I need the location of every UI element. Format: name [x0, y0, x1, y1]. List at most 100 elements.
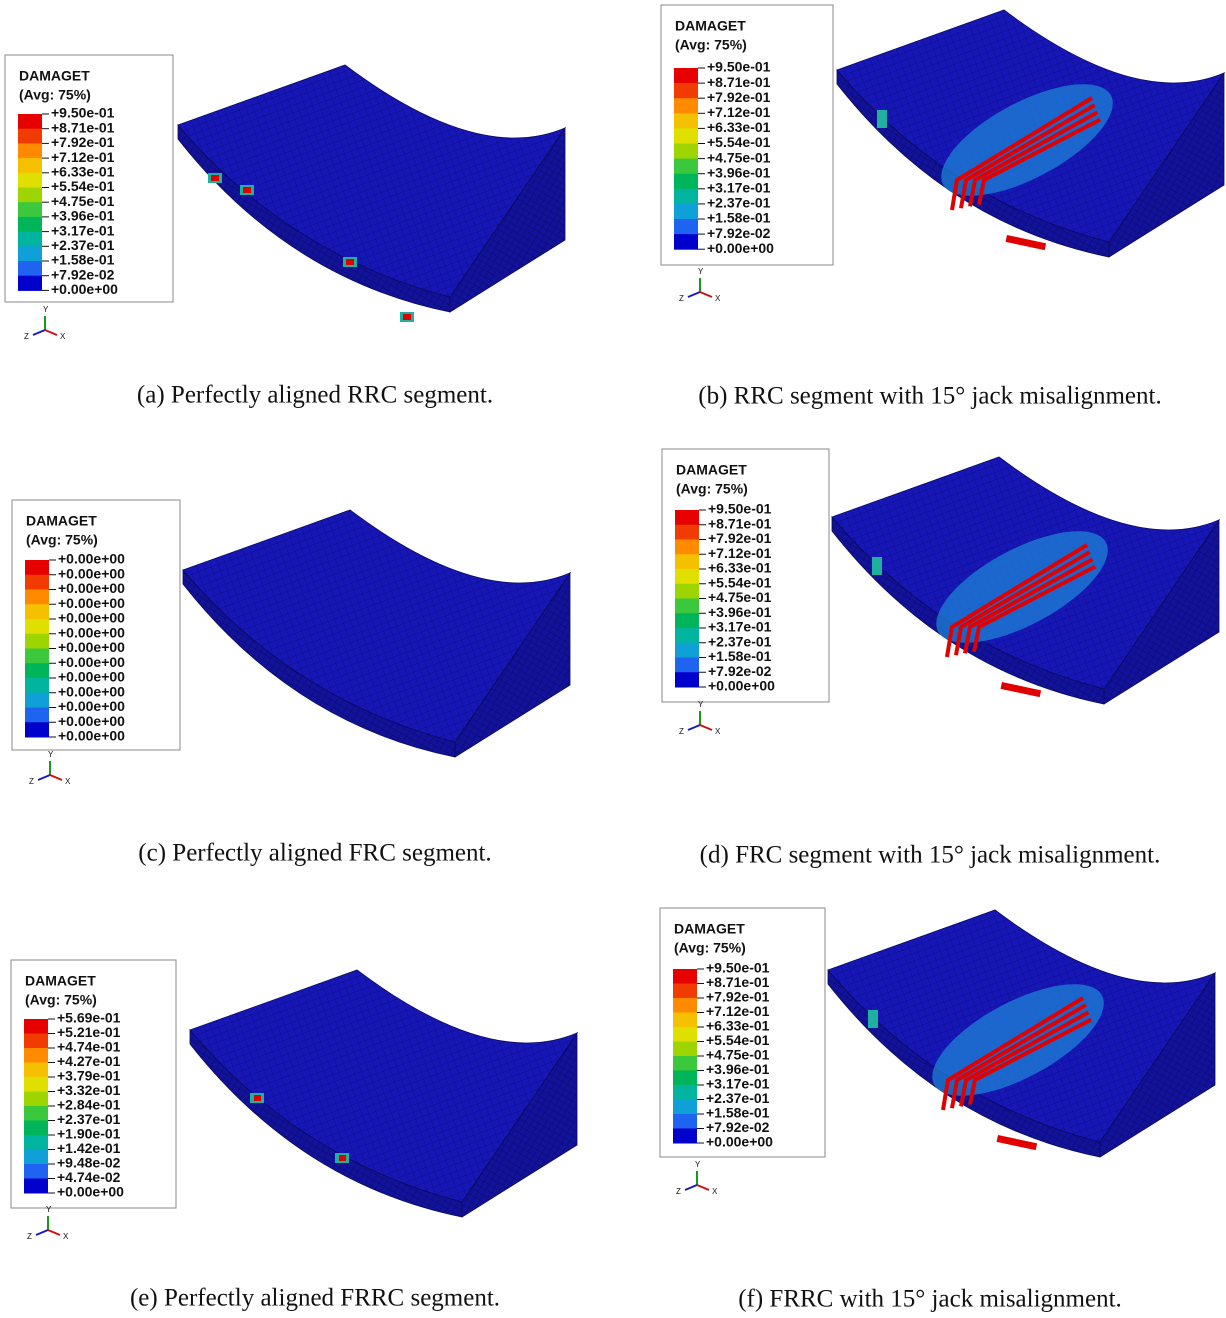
legend-swatch — [674, 234, 698, 250]
axis-z — [33, 330, 45, 335]
triad-label: Z — [679, 727, 684, 736]
caption: (f) FRRC with 15° jack misalignment. — [738, 1286, 1122, 1313]
legend-swatch — [674, 113, 698, 129]
legend-label: +5.54e-01 — [708, 574, 772, 590]
triad-label: Y — [48, 750, 54, 759]
legend-swatch — [18, 246, 42, 261]
legend-label: +7.92e-01 — [708, 530, 772, 546]
legend-label: +7.12e-01 — [51, 149, 115, 165]
legend-swatch — [674, 98, 698, 114]
legend-label: +8.71e-01 — [707, 74, 771, 90]
legend-swatch — [675, 554, 699, 569]
legend-label: +8.71e-01 — [51, 119, 115, 135]
legend-swatch — [24, 1034, 48, 1049]
triad-label: Z — [29, 777, 34, 786]
legend-swatch — [18, 143, 42, 158]
legend-swatch — [24, 1077, 48, 1092]
legend-label: +0.00e+00 — [58, 624, 125, 640]
legend-swatch — [18, 261, 42, 276]
damage — [346, 259, 354, 265]
legend-swatch — [24, 1150, 48, 1165]
damage — [243, 187, 251, 193]
triad-label: Z — [27, 1232, 32, 1241]
triad-label: Z — [679, 294, 684, 303]
legend-subtitle: (Avg: 75%) — [26, 532, 98, 548]
legend-swatch — [25, 708, 49, 723]
legend-label: +7.92e-02 — [51, 266, 115, 282]
legend-swatch — [675, 658, 699, 673]
legend-label: +0.00e+00 — [58, 639, 125, 655]
panel: DAMAGET(Avg: 75%)+9.50e-01+8.71e-01+7.92… — [5, 55, 565, 409]
legend-label: +3.17e-01 — [707, 180, 771, 196]
panel: DAMAGET(Avg: 75%)+0.00e+00+0.00e+00+0.00… — [12, 500, 570, 867]
legend-swatch — [24, 1048, 48, 1063]
axis-z — [38, 775, 50, 780]
legend-swatch — [673, 1129, 697, 1144]
legend-label: +0.00e+00 — [57, 1184, 124, 1200]
triad-label: X — [60, 332, 66, 341]
legend-swatch — [673, 1013, 697, 1028]
legend-label: +7.92e-01 — [707, 89, 771, 105]
legend-subtitle: (Avg: 75%) — [674, 940, 746, 956]
legend-swatch — [675, 628, 699, 643]
legend-subtitle: (Avg: 75%) — [676, 481, 748, 497]
legend-swatch — [25, 693, 49, 708]
legend-label: +5.54e-01 — [707, 134, 771, 150]
triad-label: X — [63, 1232, 69, 1241]
legend-label: +3.96e-01 — [708, 604, 772, 620]
legend-label: +0.00e+00 — [51, 281, 118, 297]
legend-swatch — [25, 722, 49, 737]
legend-label: +7.92e-02 — [707, 225, 771, 241]
legend-label: +9.50e-01 — [708, 501, 772, 517]
legend-label: +4.75e-01 — [707, 149, 771, 165]
panel: DAMAGET(Avg: 75%)+9.50e-01+8.71e-01+7.92… — [660, 908, 1215, 1313]
segment — [183, 510, 570, 757]
legend-swatch — [674, 189, 698, 205]
damage — [403, 314, 411, 320]
legend-label: +2.37e-01 — [707, 195, 771, 211]
legend-swatch — [25, 663, 49, 678]
legend-label: +0.00e+00 — [58, 551, 125, 567]
triad-label: Y — [46, 1205, 52, 1214]
triad-label: Z — [676, 1187, 681, 1196]
legend-swatch — [674, 159, 698, 175]
legend-title: DAMAGET — [674, 921, 745, 937]
segment — [190, 970, 577, 1217]
legend-label: +7.92e-01 — [51, 134, 115, 150]
panel: DAMAGET(Avg: 75%)+9.50e-01+8.71e-01+7.92… — [661, 5, 1224, 410]
legend-subtitle: (Avg: 75%) — [25, 992, 97, 1008]
legend-swatch — [673, 1085, 697, 1100]
legend-swatch — [18, 114, 42, 129]
legend-swatch — [18, 173, 42, 188]
legend-label: +9.50e-01 — [51, 105, 115, 121]
legend-swatch — [673, 984, 697, 999]
legend-label: +6.33e-01 — [708, 560, 772, 576]
panel: DAMAGET(Avg: 75%)+5.69e-01+5.21e-01+4.74… — [11, 960, 577, 1312]
legend-label: +0.00e+00 — [706, 1134, 773, 1150]
damage — [339, 1155, 346, 1161]
legend-label: +0.00e+00 — [58, 565, 125, 581]
legend-swatch — [673, 1042, 697, 1057]
caption: (e) Perfectly aligned FRRC segment. — [130, 1285, 500, 1312]
legend-swatch — [25, 649, 49, 664]
segment — [832, 457, 1219, 704]
axis-x — [45, 330, 57, 335]
legend-label: +0.00e+00 — [58, 713, 125, 729]
legend-title: DAMAGET — [25, 973, 96, 989]
triad-label: Y — [43, 305, 49, 314]
legend-label: +4.75e-01 — [51, 193, 115, 209]
legend-label: +0.00e+00 — [58, 580, 125, 596]
page: {"panels": [ {"legend": {"title": "DAMAG… — [0, 0, 1226, 1318]
legend-swatch — [673, 1100, 697, 1115]
legend-swatch — [24, 1092, 48, 1107]
legend-label: +1.58e-01 — [708, 648, 772, 664]
triad-label: Z — [24, 332, 29, 341]
axis-z — [36, 1230, 48, 1235]
legend-subtitle: (Avg: 75%) — [675, 37, 747, 53]
legend-swatch — [674, 144, 698, 160]
triad-label: X — [715, 727, 721, 736]
legend-label: +3.17e-01 — [708, 619, 772, 635]
legend-swatch — [673, 1027, 697, 1042]
legend-swatch — [675, 540, 699, 555]
legend-swatch — [675, 510, 699, 525]
